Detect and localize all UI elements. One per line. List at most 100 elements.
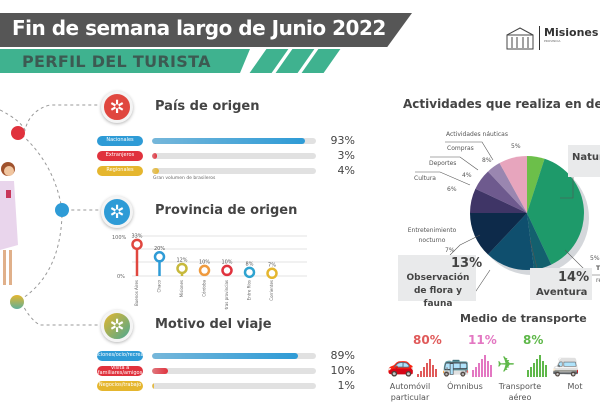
bar-row: Nacionales 93% bbox=[97, 134, 357, 147]
pie-label-observacion: Observación de flora y fauna bbox=[406, 273, 470, 309]
bar bbox=[533, 363, 535, 377]
header-banner bbox=[0, 13, 412, 47]
bar-fill bbox=[152, 352, 298, 359]
pie-value-cultura: 6% bbox=[447, 186, 457, 193]
bar-category-label: Nacionales bbox=[97, 135, 143, 146]
misiones-logo: Misiones PROVINCIA bbox=[505, 24, 600, 52]
gear-icon: ✲ bbox=[101, 310, 133, 342]
pie-slice bbox=[527, 213, 552, 270]
bar-row: Visita a familiares/amigos 10% bbox=[97, 364, 357, 377]
bar bbox=[484, 355, 486, 377]
bar bbox=[420, 371, 422, 377]
logo-text: Misiones bbox=[544, 26, 599, 39]
bar bbox=[530, 367, 532, 377]
x-tick-label: Chaco bbox=[157, 279, 162, 292]
chart-note: Gran volumen de brasileros bbox=[153, 176, 216, 181]
transport-label: Ómnibus bbox=[447, 382, 483, 391]
bar-value-label: 4% bbox=[337, 164, 355, 177]
airplane-icon: ✈ bbox=[497, 353, 516, 378]
bar-track bbox=[152, 367, 316, 374]
pie-slice bbox=[475, 171, 527, 213]
bar-fill bbox=[152, 367, 169, 374]
activities-pie-chart bbox=[415, 141, 600, 301]
bar-row: Regionales 4% bbox=[97, 164, 357, 177]
pie-value-aventura: 14% bbox=[558, 270, 590, 285]
x-tick-label: Corrientes bbox=[269, 280, 274, 301]
bar-track bbox=[152, 352, 316, 359]
lollipop-head bbox=[153, 251, 166, 263]
transport-label: Transporte aéreo bbox=[498, 382, 542, 402]
leader-line bbox=[415, 171, 471, 186]
page-title: Fin de semana largo de Junio 2022 bbox=[12, 16, 386, 40]
transport-label: Mot bbox=[567, 382, 583, 391]
lollipop-value-label: 20% bbox=[154, 246, 165, 252]
bar-row: Negocios/trabajo 1% bbox=[97, 379, 357, 392]
tourist-illustration bbox=[0, 162, 18, 285]
province-lollipop-chart: 100% 0% 33% Buenos Aires 20% Chaco 12% Misiones… bbox=[112, 233, 307, 310]
pie-label-compras: Compras bbox=[447, 145, 474, 152]
bar bbox=[481, 359, 483, 377]
subtitle-banner bbox=[0, 49, 250, 73]
pie-slice bbox=[470, 188, 527, 213]
pie-value-compras: 8% bbox=[482, 157, 492, 164]
bar bbox=[423, 367, 425, 377]
pie-slice bbox=[527, 156, 545, 213]
lollipop-head bbox=[198, 264, 211, 277]
section-title-province: Provincia de origen bbox=[155, 203, 298, 218]
lollipop-head bbox=[176, 262, 188, 275]
bar bbox=[426, 363, 428, 377]
x-tick-label: Otras provincias bbox=[224, 280, 229, 310]
bar bbox=[527, 370, 529, 377]
pie-label-cultura: Cultura bbox=[414, 175, 436, 182]
y-tick-label: 0% bbox=[117, 274, 125, 280]
pie-value-entretenimiento: 7% bbox=[445, 247, 455, 254]
bar-track bbox=[152, 152, 316, 159]
label-box bbox=[568, 145, 600, 177]
x-tick-label: Entre Ríos bbox=[247, 280, 252, 300]
bar-category-label: Extranjeros bbox=[97, 150, 143, 161]
bar bbox=[472, 370, 474, 377]
activities-title: Actividades que realiza en desti bbox=[403, 97, 600, 111]
lollipop-head bbox=[221, 264, 233, 277]
lollipop-head bbox=[131, 238, 143, 251]
bar bbox=[487, 361, 489, 377]
pie-value-nauticas: 5% bbox=[511, 143, 521, 150]
reason-dot bbox=[10, 295, 24, 309]
bar-fill bbox=[152, 152, 157, 159]
bar-category-label: Regionales bbox=[97, 165, 143, 176]
transport-value: 8% bbox=[523, 333, 544, 347]
transport-label: Automóvil particular bbox=[389, 382, 431, 402]
car-icon: 🚗 bbox=[387, 353, 415, 378]
bar-category-label: Visita a familiares/amigos bbox=[97, 365, 143, 376]
label-box bbox=[530, 268, 592, 300]
pie-slice bbox=[470, 213, 527, 255]
gear-icon: ✲ bbox=[101, 91, 133, 123]
bar-row: Extranjeros 3% bbox=[97, 149, 357, 162]
bar-value-label: 93% bbox=[330, 134, 355, 147]
lollipop-value-label: 12% bbox=[176, 257, 187, 263]
pie-label-deportes: Deportes bbox=[429, 160, 457, 167]
country-dot bbox=[11, 126, 25, 140]
transport-value: 80% bbox=[413, 333, 442, 347]
transport-item: 🚐 Mot bbox=[550, 333, 600, 417]
logo-subtext: PROVINCIA bbox=[544, 39, 561, 43]
y-tick-label: 100% bbox=[112, 235, 127, 241]
lollipop-value-label: 33% bbox=[131, 233, 142, 239]
bar bbox=[490, 365, 492, 377]
lollipop-value-label: 10% bbox=[221, 259, 232, 265]
pie-value-observacion: 13% bbox=[451, 256, 483, 271]
pie-label-aventura: Aventura bbox=[536, 287, 588, 298]
gear-icon: ✲ bbox=[101, 196, 133, 228]
bar bbox=[539, 355, 541, 377]
province-dot bbox=[55, 203, 69, 217]
leader-line bbox=[445, 141, 494, 161]
motorhome-icon: 🚐 bbox=[552, 353, 580, 378]
section-title-country: País de origen bbox=[155, 99, 260, 114]
bar bbox=[435, 369, 437, 377]
transport-title: Medio de transporte bbox=[460, 312, 587, 325]
bar bbox=[432, 365, 434, 377]
bar bbox=[417, 374, 419, 377]
bar-value-label: 10% bbox=[330, 364, 355, 377]
section-title-reason: Motivo del viaje bbox=[155, 317, 272, 332]
bar-track bbox=[152, 137, 316, 144]
